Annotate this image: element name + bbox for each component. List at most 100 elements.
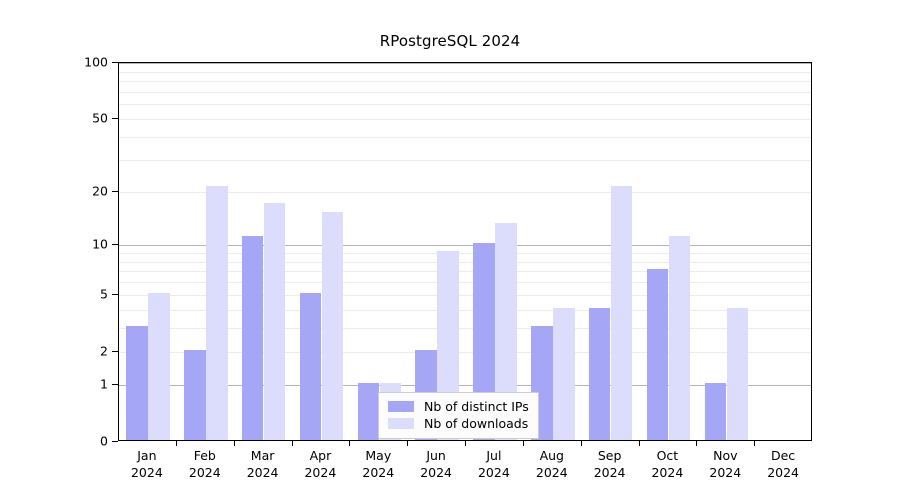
x-axis-tick-year: 2024: [593, 465, 626, 480]
gridline-minor: [119, 192, 811, 193]
x-axis-tick-mark: [522, 441, 524, 446]
x-axis-tick-label: Oct 2024: [637, 447, 697, 481]
x-axis-tick-year: 2024: [304, 465, 337, 480]
x-axis-tick-mark: [465, 441, 467, 446]
y-axis-tick-mark: [112, 118, 118, 120]
x-axis-tick-label: Mar 2024: [233, 447, 293, 481]
x-axis-tick-label: Apr 2024: [290, 447, 350, 481]
legend-swatch-icon: [388, 401, 414, 412]
gridline-minor: [119, 119, 811, 121]
y-axis-labels: 100 50 20 10 5 2 1 0: [64, 55, 108, 449]
x-axis-tick-month: Nov: [713, 448, 738, 463]
x-axis-tick-mark: [580, 441, 582, 446]
gridline-minor: [119, 91, 811, 93]
x-axis-tick-label: Jun 2024: [406, 447, 466, 481]
x-axis-tick-month: Oct: [656, 448, 679, 463]
y-axis-tick-mark: [112, 293, 118, 295]
bar-downloads: [495, 223, 517, 440]
gridline-minor: [119, 261, 811, 263]
x-axis-tick-year: 2024: [767, 465, 799, 480]
x-axis-tick-month: Mar: [250, 448, 275, 463]
x-axis-tick-label: May 2024: [348, 447, 408, 481]
legend-label: Nb of downloads: [424, 416, 529, 431]
gridline-minor: [119, 282, 811, 284]
bar-distinct-ips: [126, 326, 148, 440]
x-axis-tick-mark: [349, 441, 351, 446]
y-axis-tick-label: 5: [100, 286, 108, 302]
bar-downloads: [726, 307, 748, 440]
bars-layer: [119, 63, 811, 440]
y-axis-tick-label: 2: [100, 343, 108, 359]
y-axis-tick-mark: [112, 384, 118, 386]
x-axis-tick-mark: [638, 441, 640, 446]
y-axis-tick-mark: [112, 244, 118, 246]
gridline-minor: [119, 160, 811, 161]
y-axis-tick-label: 20: [92, 183, 108, 199]
x-axis-tick-mark: [233, 441, 235, 446]
plot-area: [118, 62, 812, 441]
x-axis-tick-month: Jan: [137, 448, 157, 463]
gridline-minor: [119, 137, 811, 138]
gridline-major: [119, 245, 811, 247]
bar-distinct-ips: [299, 292, 322, 440]
y-axis-tick-label: 0: [100, 433, 108, 449]
gridline-minor: [119, 294, 811, 296]
x-axis-tick-label: Dec 2024: [753, 447, 813, 481]
x-axis-tick-year: 2024: [651, 465, 684, 480]
x-axis-tick-year: 2024: [362, 465, 395, 480]
legend-item: Nb of downloads: [388, 415, 529, 432]
y-axis-tick-mark: [112, 191, 118, 193]
gridline-minor: [119, 71, 811, 73]
bar-downloads: [321, 212, 344, 440]
x-axis-tick-month: Aug: [539, 448, 564, 463]
x-axis-tick-label: Feb 2024: [175, 447, 235, 481]
gridline-minor: [119, 328, 811, 330]
x-axis-tick-year: 2024: [130, 465, 163, 480]
x-axis-tick-month: Dec: [770, 448, 796, 463]
y-axis-tick-mark: [112, 441, 118, 443]
chart-title: RPostgreSQL 2024: [379, 32, 521, 50]
bar-distinct-ips: [473, 243, 495, 440]
x-axis-tick-year: 2024: [420, 465, 452, 480]
x-axis-tick-year: 2024: [246, 465, 279, 480]
legend-label: Nb of distinct IPs: [424, 399, 529, 414]
bar-distinct-ips: [588, 307, 611, 440]
bar-downloads: [553, 307, 575, 440]
bar-distinct-ips: [646, 269, 669, 440]
gridline-minor: [119, 252, 811, 254]
bar-downloads: [610, 186, 633, 440]
x-axis-tick-mark: [754, 441, 756, 446]
x-axis-tick-month: Jun: [426, 448, 446, 463]
legend-swatch-icon: [388, 418, 414, 429]
x-axis-tick-label: Sep 2024: [580, 447, 640, 481]
bar-downloads: [263, 202, 286, 440]
gridline-minor: [119, 104, 811, 106]
bar-downloads: [148, 292, 170, 440]
x-axis-tick-month: Jul: [486, 448, 502, 463]
gridline-minor: [119, 351, 811, 353]
x-axis-tick-mark: [407, 441, 409, 446]
x-axis-tick-year: 2024: [477, 465, 510, 480]
bar-downloads: [206, 186, 228, 440]
gridline-minor: [119, 81, 811, 83]
x-axis-tick-label: Aug 2024: [522, 447, 582, 481]
x-axis-tick-mark: [175, 441, 177, 446]
bar-distinct-ips: [184, 349, 206, 440]
x-axis-tick-label: Jul 2024: [464, 447, 524, 481]
chart-legend: Nb of distinct IPs Nb of downloads: [378, 392, 539, 439]
x-axis-tick-year: 2024: [709, 465, 742, 480]
x-axis-tick-year: 2024: [188, 465, 221, 480]
y-axis-tick-mark: [112, 62, 118, 64]
gridline-major: [119, 385, 811, 387]
y-axis-tick-label: 50: [92, 110, 108, 126]
x-axis-tick-label: Jan 2024: [117, 447, 177, 481]
x-axis-tick-mark: [291, 441, 293, 446]
bar-distinct-ips: [704, 383, 726, 440]
x-axis-tick-mark: [696, 441, 698, 446]
bar-distinct-ips: [241, 235, 264, 440]
y-axis-tick-mark: [112, 350, 118, 352]
x-axis-tick-label: Nov 2024: [695, 447, 755, 481]
y-axis-tick-label: 1: [100, 376, 108, 392]
x-axis-labels: Jan 2024 Feb 2024 Mar 2024 Apr 2024 May 2024 Jun 20…: [118, 447, 812, 491]
